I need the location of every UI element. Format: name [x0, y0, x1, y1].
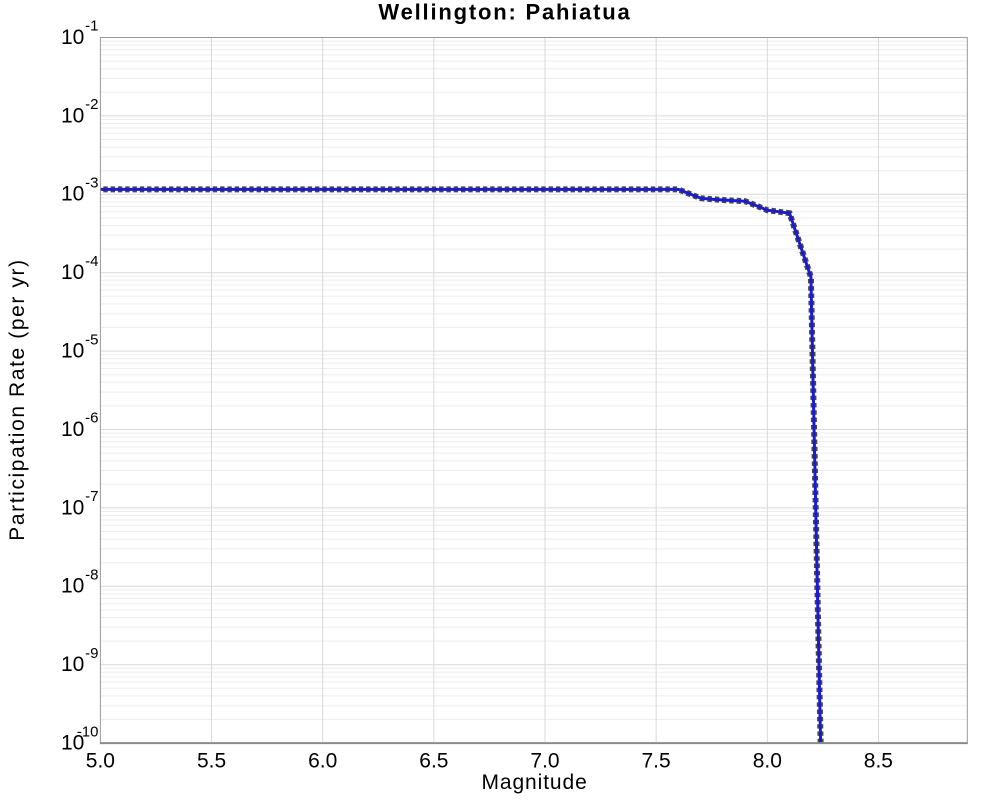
svg-text:-8: -8	[85, 567, 98, 584]
svg-text:10: 10	[61, 104, 84, 127]
svg-text:10: 10	[61, 261, 84, 284]
svg-text:-9: -9	[85, 645, 98, 662]
svg-text:6.0: 6.0	[308, 750, 337, 773]
svg-text:10: 10	[61, 732, 84, 755]
svg-text:-2: -2	[85, 96, 98, 113]
svg-text:8.0: 8.0	[753, 750, 782, 773]
svg-text:Magnitude: Magnitude	[482, 771, 588, 794]
svg-text:7.5: 7.5	[641, 750, 670, 773]
svg-text:5.5: 5.5	[197, 750, 226, 773]
svg-text:-4: -4	[85, 253, 98, 270]
svg-text:-7: -7	[85, 488, 98, 505]
svg-text:10: 10	[61, 418, 84, 441]
svg-text:10: 10	[61, 26, 84, 49]
svg-text:-5: -5	[85, 331, 98, 348]
svg-text:10: 10	[61, 575, 84, 598]
svg-text:-3: -3	[85, 175, 98, 192]
svg-text:Participation Rate (per yr): Participation Rate (per yr)	[6, 258, 29, 540]
svg-text:-1: -1	[85, 18, 98, 35]
svg-text:10: 10	[61, 496, 84, 519]
svg-text:-6: -6	[85, 410, 98, 427]
svg-text:10: 10	[61, 653, 84, 676]
svg-text:-10: -10	[77, 723, 99, 740]
svg-text:5.0: 5.0	[86, 750, 115, 773]
svg-text:8.5: 8.5	[864, 750, 893, 773]
svg-text:10: 10	[61, 340, 84, 363]
svg-text:10: 10	[61, 183, 84, 206]
svg-text:7.0: 7.0	[530, 750, 559, 773]
svg-text:6.5: 6.5	[419, 750, 448, 773]
svg-text:Wellington: Pahiatua: Wellington: Pahiatua	[378, 0, 631, 24]
